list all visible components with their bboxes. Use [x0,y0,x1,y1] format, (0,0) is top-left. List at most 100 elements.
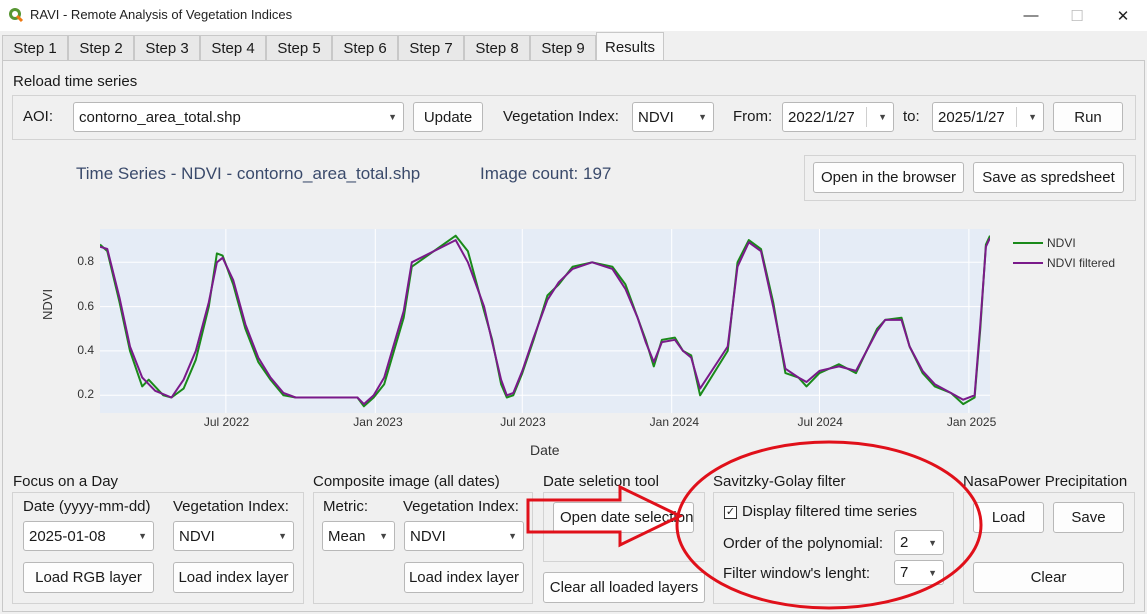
metric-label: Metric: [323,498,368,515]
divider [866,107,867,127]
chevron-down-icon: ▼ [138,531,147,541]
from-label: From: [733,108,773,125]
focus-day-title: Focus on a Day [13,473,119,490]
focus-date-value: 2025-01-08 [29,527,106,545]
tab-step-4[interactable]: Step 4 [200,35,266,60]
divider [1016,107,1017,127]
reload-vi-select[interactable]: NDVI ▼ [632,102,714,132]
focus-vi-select[interactable]: NDVI ▼ [173,521,294,551]
reload-vi-value: NDVI [638,108,674,126]
display-filtered-label[interactable]: Display filtered time series [742,503,918,520]
composite-vi-value: NDVI [410,527,446,545]
focus-vi-label: Vegetation Index: [173,498,289,515]
metric-select[interactable]: Mean ▼ [322,521,395,551]
composite-load-index-button[interactable]: Load index layer [404,562,524,593]
tab-step-9[interactable]: Step 9 [530,35,596,60]
clear-loaded-layers-button[interactable]: Clear all loaded layers [543,572,705,603]
poly-order-label: Order of the polynomial: [723,535,884,552]
chart-plot-area[interactable] [99,229,991,413]
tab-results[interactable]: Results [596,32,664,61]
check-icon: ✓ [725,506,736,518]
save-spreadsheet-button[interactable]: Save as spredsheet [973,162,1124,193]
savitzky-title: Savitzky-Golay filter [713,473,846,490]
chevron-down-icon: ▼ [278,531,287,541]
nasa-load-button[interactable]: Load [973,502,1044,533]
chevron-down-icon: ▼ [1028,112,1037,122]
from-date-input[interactable]: 2022/1/27 ▼ [782,102,894,132]
legend-swatch-ndvi-filtered [1013,262,1043,264]
chevron-down-icon: ▼ [388,112,397,122]
load-rgb-button[interactable]: Load RGB layer [23,562,154,593]
series-line-ndvi-filtered [99,237,991,406]
reload-section-title: Reload time series [13,73,138,90]
tab-step-2[interactable]: Step 2 [68,35,134,60]
tab-step-3[interactable]: Step 3 [134,35,200,60]
composite-vi-select[interactable]: NDVI ▼ [404,521,524,551]
chevron-down-icon: ▼ [928,537,937,548]
run-button[interactable]: Run [1053,102,1123,132]
to-date-input[interactable]: 2025/1/27 ▼ [932,102,1044,132]
window-length-select[interactable]: 7 ▼ [894,560,944,585]
y-tick-label: 0.2 [77,387,94,402]
aoi-label: AOI: [23,108,54,125]
minimize-button[interactable]: — [1023,7,1039,24]
aoi-value: contorno_area_total.shp [79,108,241,126]
tab-step-6[interactable]: Step 6 [332,35,398,60]
legend-ndvi: NDVI [1047,236,1076,250]
x-tick-label: Jul 2023 [500,415,546,429]
ndvi-chart [99,229,991,413]
poly-order-value: 2 [900,534,909,551]
aoi-select[interactable]: contorno_area_total.shp ▼ [73,102,404,132]
open-date-selection-button[interactable]: Open date selection [553,502,694,533]
chevron-down-icon: ▼ [928,567,937,578]
x-tick-label: Jan 2025 [946,415,997,429]
x-tick-label: Jul 2024 [797,415,843,429]
window-title: RAVI - Remote Analysis of Vegetation Ind… [30,7,293,22]
poly-order-select[interactable]: 2 ▼ [894,530,944,555]
tab-step-1[interactable]: Step 1 [2,35,68,60]
chevron-down-icon: ▼ [508,531,517,541]
x-tick-label: Jan 2023 [353,415,403,429]
display-filtered-checkbox[interactable]: ✓ [724,506,737,519]
tab-step-5[interactable]: Step 5 [266,35,332,60]
qgis-logo-icon [9,8,24,23]
title-bar: RAVI - Remote Analysis of Vegetation Ind… [0,0,1147,31]
chart-title: Time Series - NDVI - contorno_area_total… [76,164,421,183]
y-tick-label: 0.8 [77,254,94,269]
x-tick-label: Jul 2022 [203,415,250,429]
nasa-title: NasaPower Precipitation [963,473,1128,490]
series-line-ndvi [99,234,991,408]
to-date-value: 2025/1/27 [938,108,1005,126]
chevron-down-icon: ▼ [878,112,887,122]
y-axis-label: NDVI [40,288,55,320]
y-tick-label: 0.4 [77,342,94,357]
composite-vi-label: Vegetation Index: [403,498,519,515]
close-button[interactable]: ✕ [1116,7,1130,25]
chevron-down-icon: ▼ [698,112,707,122]
legend-ndvi-filtered: NDVI filtered [1047,256,1116,270]
composite-title: Composite image (all dates) [313,473,500,490]
date-tool-title: Date seletion tool [543,473,659,490]
tab-step-8[interactable]: Step 8 [464,35,530,60]
x-tick-label: Jan 2024 [649,415,700,429]
update-button[interactable]: Update [413,102,483,132]
metric-value: Mean [328,527,366,545]
focus-load-index-button[interactable]: Load index layer [173,562,294,593]
nasa-clear-button[interactable]: Clear [973,562,1124,593]
reload-vi-label: Vegetation Index: [503,108,619,125]
focus-day-group [12,492,304,604]
y-tick-label: 0.6 [77,298,94,313]
x-axis-label: Date [530,442,560,458]
tab-step-7[interactable]: Step 7 [398,35,464,60]
open-browser-button[interactable]: Open in the browser [813,162,964,193]
chevron-down-icon: ▼ [379,531,388,541]
from-date-value: 2022/1/27 [788,108,855,126]
focus-vi-value: NDVI [179,527,215,545]
nasa-save-button[interactable]: Save [1053,502,1124,533]
date-label: Date (yyyy-mm-dd) [23,498,151,515]
image-count: Image count: 197 [480,164,612,183]
maximize-button[interactable]: ☐ [1070,7,1084,25]
window-length-value: 7 [900,564,909,581]
focus-date-select[interactable]: 2025-01-08 ▼ [23,521,154,551]
to-label: to: [903,108,920,125]
